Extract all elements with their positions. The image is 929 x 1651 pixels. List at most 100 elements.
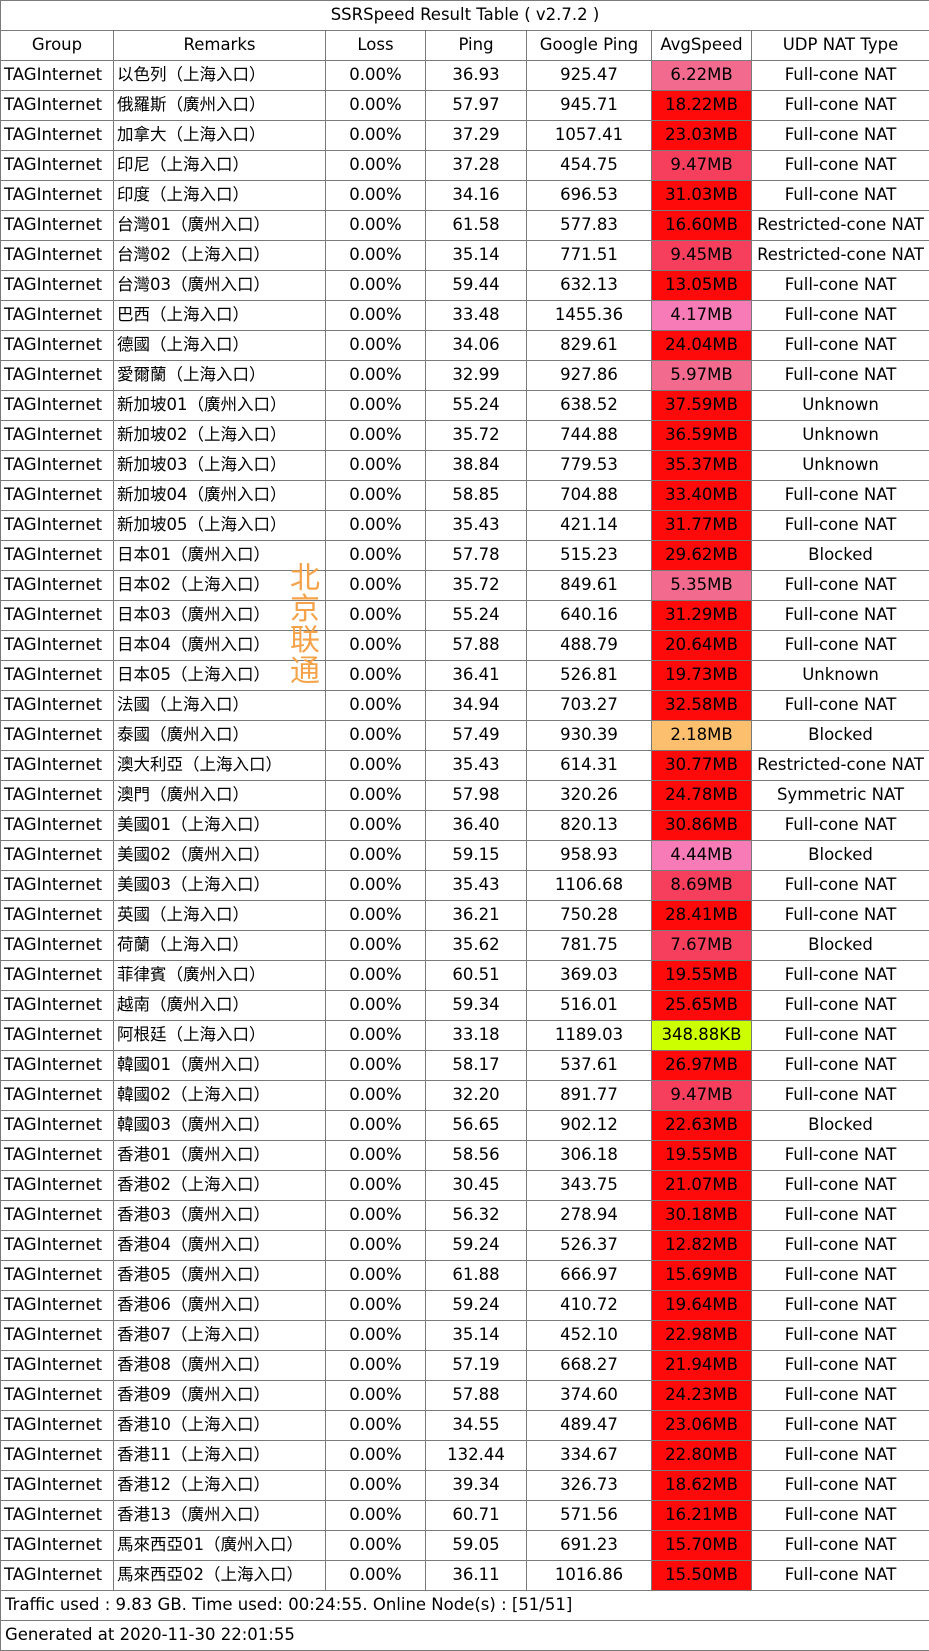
udp-nat-type-cell: Restricted-cone NAT [752, 751, 929, 781]
google-ping-cell: 526.81 [527, 661, 652, 691]
google-ping-cell: 1106.68 [527, 871, 652, 901]
loss-cell: 0.00% [326, 541, 426, 571]
remarks-cell: 韓國02（上海入口） [114, 1081, 326, 1111]
avg-speed-cell: 9.47MB [652, 1081, 752, 1111]
group-cell: TAGInternet [1, 1021, 114, 1051]
footer-traffic-row: Traffic used : 9.83 GB. Time used: 00:24… [1, 1591, 929, 1621]
ping-cell: 36.21 [426, 901, 527, 931]
avg-speed-cell: 32.58MB [652, 691, 752, 721]
avg-speed-cell: 24.04MB [652, 331, 752, 361]
group-cell: TAGInternet [1, 331, 114, 361]
loss-cell: 0.00% [326, 61, 426, 91]
avg-speed-cell: 9.47MB [652, 151, 752, 181]
ping-cell: 35.43 [426, 511, 527, 541]
loss-cell: 0.00% [326, 1321, 426, 1351]
avg-speed-cell: 31.03MB [652, 181, 752, 211]
google-ping-cell: 306.18 [527, 1141, 652, 1171]
ping-cell: 132.44 [426, 1441, 527, 1471]
udp-nat-type-cell: Full-cone NAT [752, 1171, 929, 1201]
udp-nat-type-cell: Symmetric NAT [752, 781, 929, 811]
avg-speed-cell: 6.22MB [652, 61, 752, 91]
google-ping-cell: 666.97 [527, 1261, 652, 1291]
loss-cell: 0.00% [326, 691, 426, 721]
udp-nat-type-cell: Full-cone NAT [752, 1441, 929, 1471]
group-cell: TAGInternet [1, 1381, 114, 1411]
google-ping-cell: 638.52 [527, 391, 652, 421]
ping-cell: 57.49 [426, 721, 527, 751]
google-ping-cell: 781.75 [527, 931, 652, 961]
loss-cell: 0.00% [326, 211, 426, 241]
google-ping-cell: 516.01 [527, 991, 652, 1021]
column-header-group: Group [1, 31, 114, 61]
udp-nat-type-cell: Blocked [752, 931, 929, 961]
google-ping-cell: 334.67 [527, 1441, 652, 1471]
ping-cell: 34.16 [426, 181, 527, 211]
remarks-cell: 澳門（廣州入口） [114, 781, 326, 811]
group-cell: TAGInternet [1, 511, 114, 541]
avg-speed-cell: 5.35MB [652, 571, 752, 601]
remarks-cell: 巴西（上海入口） [114, 301, 326, 331]
udp-nat-type-cell: Full-cone NAT [752, 91, 929, 121]
avg-speed-cell: 24.23MB [652, 1381, 752, 1411]
remarks-cell: 韓國01（廣州入口） [114, 1051, 326, 1081]
group-cell: TAGInternet [1, 601, 114, 631]
loss-cell: 0.00% [326, 631, 426, 661]
ping-cell: 61.88 [426, 1261, 527, 1291]
google-ping-cell: 489.47 [527, 1411, 652, 1441]
remarks-cell: 日本03（廣州入口） [114, 601, 326, 631]
ping-cell: 60.71 [426, 1501, 527, 1531]
google-ping-cell: 526.37 [527, 1231, 652, 1261]
udp-nat-type-cell: Full-cone NAT [752, 961, 929, 991]
loss-cell: 0.00% [326, 1411, 426, 1441]
udp-nat-type-cell: Full-cone NAT [752, 1351, 929, 1381]
remarks-cell: 越南（廣州入口） [114, 991, 326, 1021]
google-ping-cell: 925.47 [527, 61, 652, 91]
ping-cell: 56.65 [426, 1111, 527, 1141]
udp-nat-type-cell: Full-cone NAT [752, 571, 929, 601]
group-cell: TAGInternet [1, 631, 114, 661]
group-cell: TAGInternet [1, 841, 114, 871]
udp-nat-type-cell: Blocked [752, 541, 929, 571]
avg-speed-cell: 30.77MB [652, 751, 752, 781]
ping-cell: 35.72 [426, 571, 527, 601]
ping-cell: 32.20 [426, 1081, 527, 1111]
group-cell: TAGInternet [1, 1141, 114, 1171]
google-ping-cell: 537.61 [527, 1051, 652, 1081]
ping-cell: 39.34 [426, 1471, 527, 1501]
udp-nat-type-cell: Full-cone NAT [752, 1261, 929, 1291]
ping-cell: 34.94 [426, 691, 527, 721]
remarks-cell: 香港07（上海入口） [114, 1321, 326, 1351]
avg-speed-cell: 23.03MB [652, 121, 752, 151]
google-ping-cell: 696.53 [527, 181, 652, 211]
udp-nat-type-cell: Unknown [752, 421, 929, 451]
google-ping-cell: 632.13 [527, 271, 652, 301]
udp-nat-type-cell: Full-cone NAT [752, 331, 929, 361]
ping-cell: 36.93 [426, 61, 527, 91]
remarks-cell: 香港01（廣州入口） [114, 1141, 326, 1171]
loss-cell: 0.00% [326, 1351, 426, 1381]
google-ping-cell: 703.27 [527, 691, 652, 721]
ping-cell: 35.43 [426, 871, 527, 901]
group-cell: TAGInternet [1, 91, 114, 121]
google-ping-cell: 958.93 [527, 841, 652, 871]
loss-cell: 0.00% [326, 841, 426, 871]
google-ping-cell: 369.03 [527, 961, 652, 991]
loss-cell: 0.00% [326, 241, 426, 271]
table-title: SSRSpeed Result Table ( v2.7.2 ) [1, 1, 929, 31]
avg-speed-cell: 26.97MB [652, 1051, 752, 1081]
ping-cell: 38.84 [426, 451, 527, 481]
